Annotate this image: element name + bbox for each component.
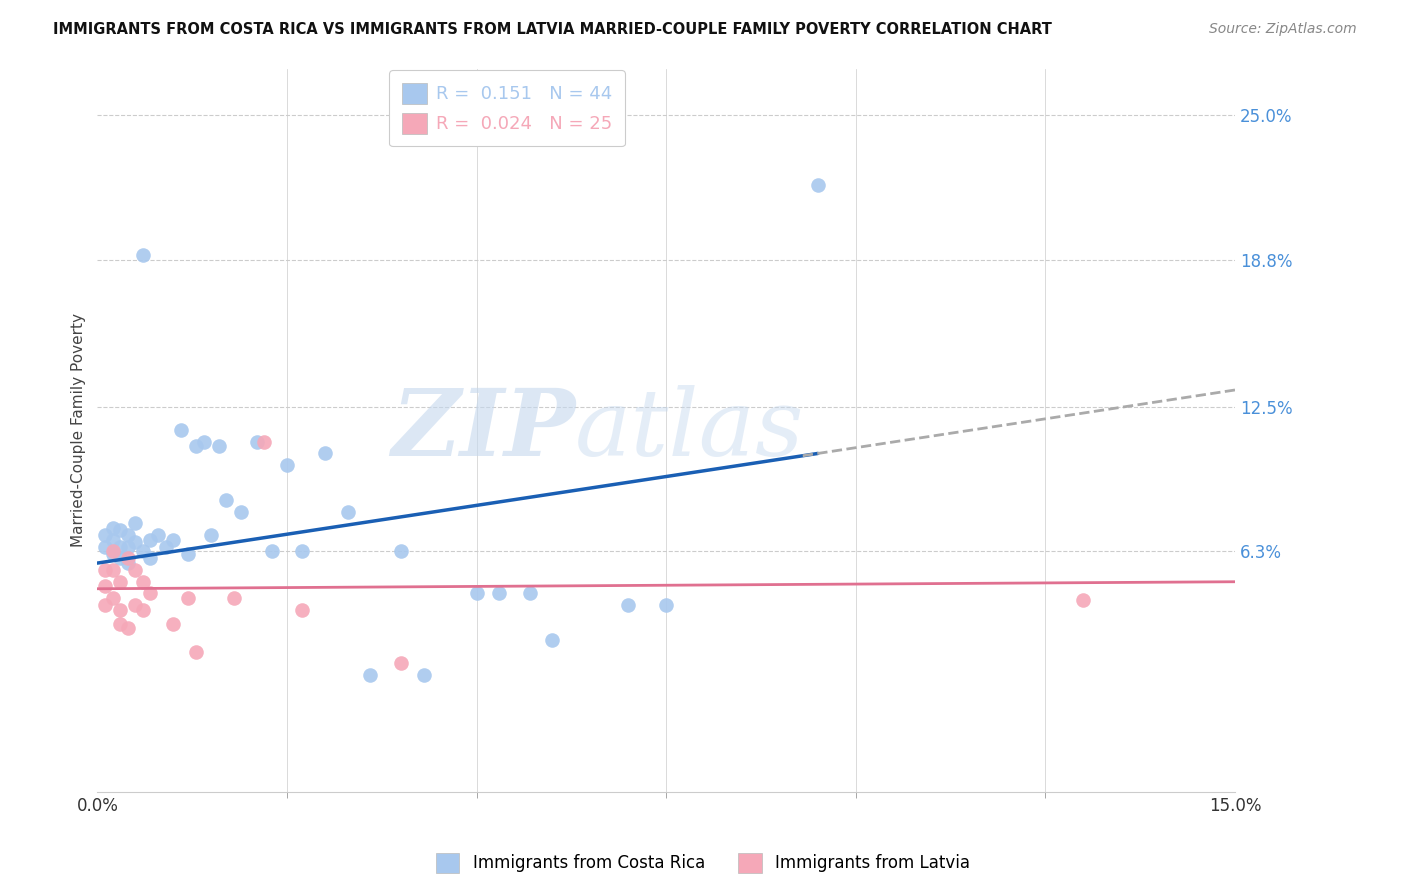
Point <box>488 586 510 600</box>
Y-axis label: Married-Couple Family Poverty: Married-Couple Family Poverty <box>72 313 86 547</box>
Point <box>291 603 314 617</box>
Point <box>101 563 124 577</box>
Point <box>101 544 124 558</box>
Point <box>139 551 162 566</box>
Text: IMMIGRANTS FROM COSTA RICA VS IMMIGRANTS FROM LATVIA MARRIED-COUPLE FAMILY POVER: IMMIGRANTS FROM COSTA RICA VS IMMIGRANTS… <box>53 22 1052 37</box>
Point <box>200 528 222 542</box>
Point <box>132 544 155 558</box>
Point <box>177 591 200 605</box>
Point <box>193 434 215 449</box>
Point <box>336 505 359 519</box>
Point <box>132 603 155 617</box>
Point <box>177 547 200 561</box>
Point <box>94 540 117 554</box>
Point <box>94 528 117 542</box>
Point <box>170 423 193 437</box>
Point <box>124 563 146 577</box>
Point <box>412 668 434 682</box>
Text: ZIP: ZIP <box>391 385 575 475</box>
Point <box>101 591 124 605</box>
Point <box>101 547 124 561</box>
Point <box>94 579 117 593</box>
Point <box>124 598 146 612</box>
Point <box>389 657 412 671</box>
Point <box>208 439 231 453</box>
Legend: Immigrants from Costa Rica, Immigrants from Latvia: Immigrants from Costa Rica, Immigrants f… <box>429 847 977 880</box>
Point <box>139 586 162 600</box>
Point <box>184 645 207 659</box>
Point <box>162 533 184 547</box>
Point <box>253 434 276 449</box>
Text: Source: ZipAtlas.com: Source: ZipAtlas.com <box>1209 22 1357 37</box>
Point <box>94 598 117 612</box>
Point <box>162 616 184 631</box>
Point <box>124 516 146 531</box>
Point <box>231 505 253 519</box>
Point <box>215 493 238 508</box>
Point <box>314 446 336 460</box>
Point <box>132 248 155 262</box>
Point <box>94 563 117 577</box>
Point <box>807 178 830 193</box>
Point <box>117 551 139 566</box>
Point <box>260 544 283 558</box>
Point <box>117 556 139 570</box>
Point <box>184 439 207 453</box>
Point <box>108 574 131 589</box>
Point <box>222 591 245 605</box>
Point <box>541 633 564 648</box>
Point <box>108 616 131 631</box>
Point <box>117 528 139 542</box>
Point <box>276 458 298 472</box>
Point <box>101 533 124 547</box>
Point <box>124 535 146 549</box>
Point <box>291 544 314 558</box>
Point <box>359 668 381 682</box>
Text: atlas: atlas <box>575 385 804 475</box>
Point <box>117 621 139 635</box>
Point <box>519 586 541 600</box>
Point <box>132 574 155 589</box>
Point <box>465 586 488 600</box>
Point <box>117 540 139 554</box>
Legend: R =  0.151   N = 44, R =  0.024   N = 25: R = 0.151 N = 44, R = 0.024 N = 25 <box>389 70 624 146</box>
Point <box>108 524 131 538</box>
Point <box>108 603 131 617</box>
Point <box>246 434 269 449</box>
Point <box>655 598 678 612</box>
Point <box>1073 593 1095 607</box>
Point <box>146 528 169 542</box>
Point <box>617 598 640 612</box>
Point <box>139 533 162 547</box>
Point <box>155 540 177 554</box>
Point <box>101 521 124 535</box>
Point <box>108 551 131 566</box>
Point <box>389 544 412 558</box>
Point <box>108 540 131 554</box>
